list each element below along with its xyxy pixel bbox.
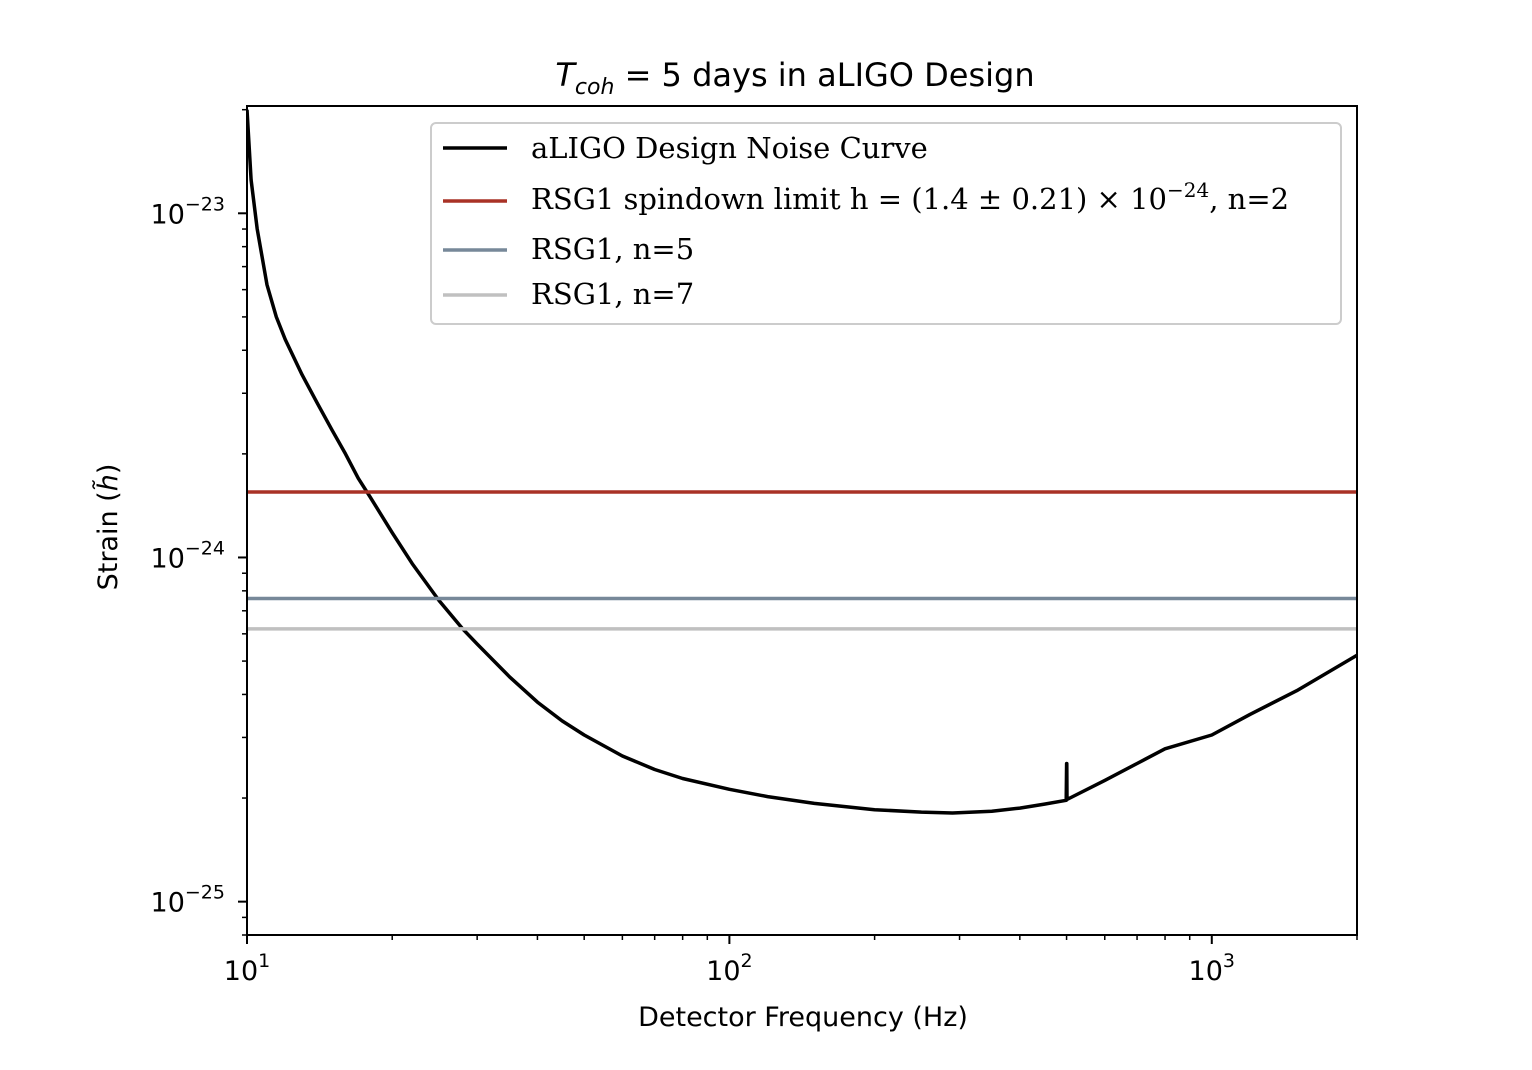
series-line-noise-curve xyxy=(247,109,1357,815)
y-axis-label-text: Strain ( xyxy=(93,491,124,590)
y-axis-label-symbol: h̃ xyxy=(92,474,124,491)
legend-label-rsg1-n7: RSG1, n=7 xyxy=(531,277,694,311)
legend-label-rsg1-n5: RSG1, n=5 xyxy=(531,232,694,266)
x-axis-label: Detector Frequency (Hz) xyxy=(638,1002,968,1033)
legend-label-rsg1-n2-exp: −24 xyxy=(1167,178,1209,202)
legend-label-rsg1-n2: RSG1 spindown limit h = (1.4 ± 0.21) × 1… xyxy=(531,178,1289,216)
series-layer xyxy=(247,109,1357,815)
y-tick-label: 10−23 xyxy=(151,193,225,230)
x-tick-label: 103 xyxy=(1189,950,1235,987)
y-tick-label: 10−24 xyxy=(151,537,225,574)
chart-title-prefix: T xyxy=(555,56,577,94)
tick-layer: 101 102 103 10−23 10−24 10−25 xyxy=(151,108,1358,987)
x-tick-label: 102 xyxy=(706,950,752,987)
chart-title-subscript: coh xyxy=(575,75,615,100)
chart-title-rest: = 5 days in aLIGO Design xyxy=(614,56,1034,94)
y-axis-label: Strain (h̃) xyxy=(92,464,124,591)
legend-label-noise-curve: aLIGO Design Noise Curve xyxy=(531,131,928,165)
chart-title: Tcoh = 5 days in aLIGO Design xyxy=(555,56,1034,100)
plot-frame xyxy=(246,105,1358,936)
y-tick-label: 10−25 xyxy=(151,882,225,919)
legend-label-rsg1-n2-suffix: , n=2 xyxy=(1209,182,1289,216)
legend-box xyxy=(430,122,1342,325)
x-tick-label: 101 xyxy=(224,950,270,987)
legend: aLIGO Design Noise Curve RSG1 spindown l… xyxy=(430,122,1342,325)
legend-label-rsg1-n2-main: RSG1 spindown limit h = (1.4 ± 0.21) × 1… xyxy=(531,182,1167,216)
y-axis-label-close: ) xyxy=(93,464,124,475)
